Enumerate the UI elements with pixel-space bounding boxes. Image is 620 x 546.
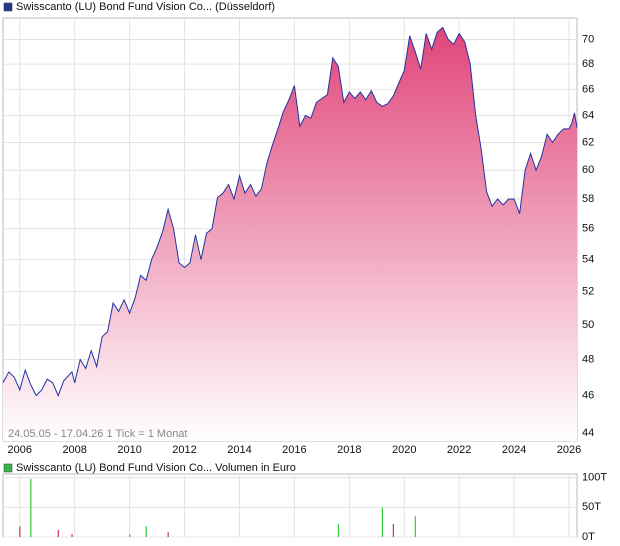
x-tick-label: 2026 — [557, 444, 581, 456]
y-tick-label: 62 — [582, 136, 594, 148]
y-tick-label: 64 — [582, 109, 594, 121]
legend-label: Swisscanto (LU) Bond Fund Vision Co... V… — [16, 462, 296, 474]
x-tick-label: 2020 — [392, 444, 416, 456]
volume-bar — [30, 478, 32, 537]
legend-swatch — [3, 2, 13, 12]
x-tick-label: 2006 — [8, 444, 32, 456]
x-tick-label: 2010 — [117, 444, 141, 456]
volume-bar — [392, 523, 394, 537]
y-tick-label: 50 — [582, 319, 594, 331]
y-tick-label: 68 — [582, 58, 594, 70]
y-tick-label: 70 — [582, 33, 594, 45]
volume-bar — [57, 529, 59, 537]
volume-bar — [71, 534, 73, 537]
volume-bar — [167, 532, 169, 537]
x-tick-label: 2012 — [172, 444, 196, 456]
y-tick-label: 44 — [582, 427, 594, 439]
x-tick-label: 2024 — [502, 444, 526, 456]
y-tick-label: 50T — [582, 501, 601, 513]
price-line — [2, 26, 578, 397]
area — [3, 27, 577, 441]
volume-bar — [337, 523, 340, 537]
volume-bar — [414, 516, 416, 537]
y-tick-label: 60 — [582, 164, 594, 176]
y-tick-label: 58 — [582, 193, 594, 205]
plot-frame — [2, 473, 578, 538]
y-tick-label: 0T — [582, 531, 595, 543]
legend-swatch — [3, 463, 13, 473]
volume-bar — [129, 534, 131, 537]
y-tick-label: 46 — [582, 389, 594, 401]
x-tick-label: 2018 — [337, 444, 361, 456]
date-range-note: 24.05.05 - 17.04.26 1 Tick = 1 Monat — [8, 428, 187, 440]
x-tick-label: 2016 — [282, 444, 306, 456]
x-tick-label: 2022 — [447, 444, 471, 456]
y-tick-label: 52 — [582, 286, 594, 298]
y-tick-label: 54 — [582, 253, 594, 265]
x-tick-label: 2008 — [62, 444, 86, 456]
volume-bar — [145, 526, 147, 537]
y-tick-label: 66 — [582, 83, 594, 95]
y-tick-label: 100T — [582, 471, 607, 483]
x-tick-label: 2014 — [227, 444, 251, 456]
legend-label: Swisscanto (LU) Bond Fund Vision Co... (… — [16, 1, 275, 13]
y-tick-label: 56 — [582, 223, 594, 235]
volume-bar — [19, 526, 21, 537]
volume-bar — [381, 507, 383, 537]
y-tick-label: 48 — [582, 353, 594, 365]
